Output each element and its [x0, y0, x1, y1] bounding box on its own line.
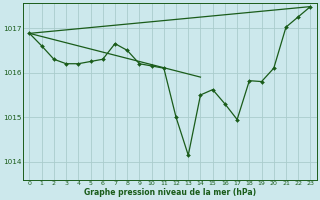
X-axis label: Graphe pression niveau de la mer (hPa): Graphe pression niveau de la mer (hPa): [84, 188, 256, 197]
